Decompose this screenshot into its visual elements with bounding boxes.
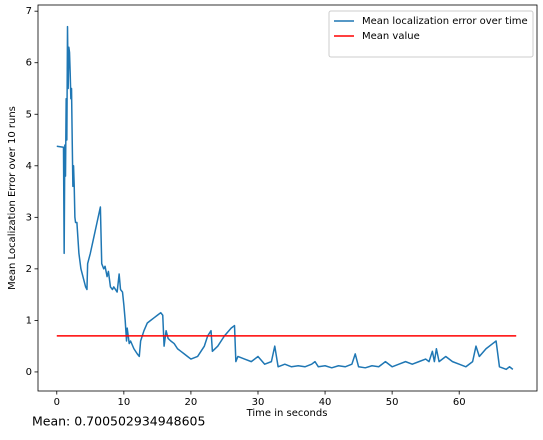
y-tick-label: 3 — [26, 212, 32, 223]
y-tick-label: 5 — [26, 109, 32, 120]
y-tick-label: 6 — [26, 58, 32, 69]
legend-box — [328, 10, 534, 58]
legend-label: Mean value — [362, 31, 420, 42]
x-tick-label: 0 — [54, 397, 60, 408]
y-tick-label: 1 — [26, 315, 32, 326]
x-axis-label: Time in seconds — [246, 408, 328, 419]
x-tick-label: 50 — [386, 397, 399, 408]
mean-annotation: Mean: 0.700502934948605 — [32, 414, 205, 429]
y-tick-label: 2 — [26, 264, 32, 275]
y-tick-label: 4 — [26, 161, 32, 172]
y-tick-label: 7 — [26, 6, 32, 17]
x-tick-label: 20 — [185, 397, 198, 408]
series-line — [56, 25, 514, 371]
plot-frame — [37, 4, 538, 392]
x-tick-label: 60 — [453, 397, 466, 408]
x-tick-label: 40 — [319, 397, 332, 408]
x-tick-label: 30 — [252, 397, 265, 408]
legend-label: Mean localization error over time — [362, 16, 528, 27]
y-axis-label: Mean Localization Error over 10 runs — [7, 106, 18, 290]
x-tick-label: 10 — [117, 397, 130, 408]
y-tick-label: 0 — [26, 367, 32, 378]
